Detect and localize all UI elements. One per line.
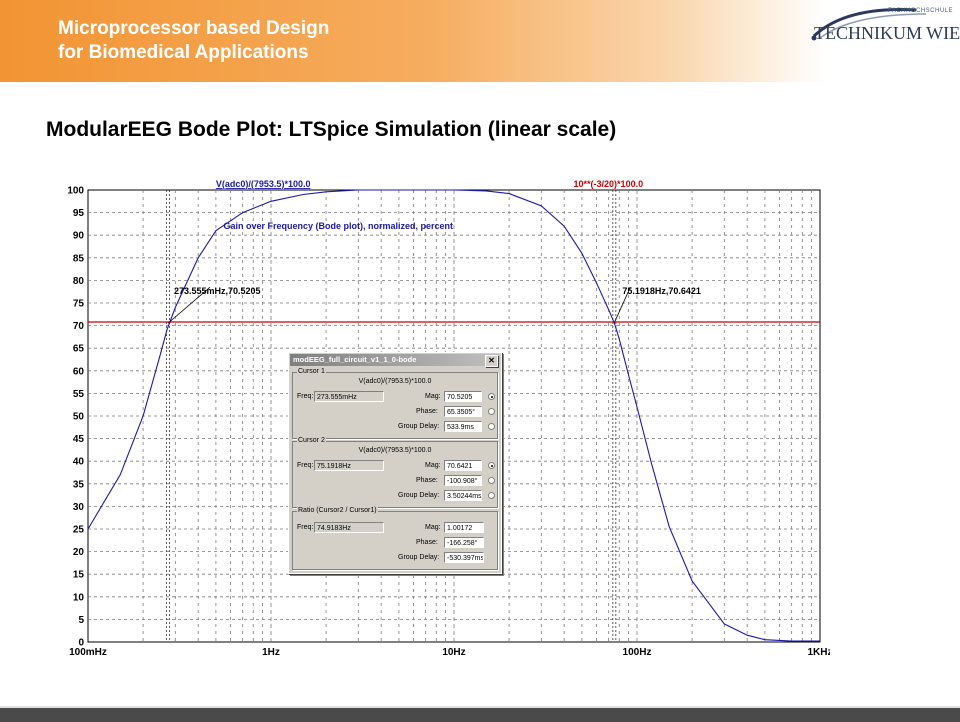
series-name-gain: V(adc0)/(7953.5)*100.0	[216, 179, 311, 189]
cursor1-gd-field[interactable]: 533.9ms	[444, 421, 482, 432]
cursor1-mag-field[interactable]: 70.5205	[444, 391, 482, 402]
cursor2-label: Cursor 2	[297, 437, 326, 444]
ratio-label: Ratio (Cursor2 / Cursor1)	[297, 507, 378, 514]
footer-bar	[0, 706, 960, 722]
y-tick-label: 95	[73, 208, 85, 219]
ratio-phase-field[interactable]: -166.258°	[444, 537, 484, 548]
x-tick-label: 10Hz	[442, 647, 465, 658]
y-tick-label: 30	[73, 502, 85, 513]
plot-annotation-title: Gain over Frequency (Bode plot), normali…	[223, 221, 453, 231]
ratio-mag-field[interactable]: 1.00172	[444, 522, 484, 533]
y-tick-label: 5	[78, 615, 84, 626]
cursor2-freq-label: Freq:	[297, 462, 314, 469]
cursor2-gd-label: Group Delay:	[398, 492, 440, 499]
dialog-titlebar[interactable]: modEEG_full_circuit_v1_1_0-bode ✕	[290, 354, 500, 367]
close-icon[interactable]: ✕	[485, 355, 498, 367]
cursor2-phase-radio[interactable]	[488, 477, 495, 484]
x-tick-label: 100mHz	[69, 647, 107, 658]
cursor1-freq-field[interactable]: 273.555mHz	[314, 391, 384, 402]
y-tick-label: 50	[73, 412, 85, 423]
cursor1-freq-label: Freq:	[297, 393, 314, 400]
y-tick-label: 80	[73, 276, 85, 287]
y-tick-label: 35	[73, 479, 85, 490]
cursor2-gd-radio[interactable]	[488, 492, 495, 499]
y-tick-label: 0	[78, 638, 84, 649]
y-tick-label: 15	[73, 570, 85, 581]
cursor1-annotation: 273.555mHz,70.5205	[174, 286, 261, 296]
y-tick-label: 60	[73, 366, 85, 377]
course-title: Microprocessor based Design for Biomedic…	[58, 17, 329, 65]
cursor2-expression: V(adc0)/(7953.5)*100.0	[358, 447, 432, 454]
cursor1-mag-radio[interactable]	[488, 393, 495, 400]
cursor2-mag-field[interactable]: 70.6421	[444, 460, 482, 471]
cursor1-gd-radio[interactable]	[488, 423, 495, 430]
ratio-freq-label: Freq:	[297, 524, 314, 531]
cursor1-gd-label: Group Delay:	[398, 423, 440, 430]
slide-title: ModularEEG Bode Plot: LTSpice Simulation…	[46, 118, 617, 141]
y-tick-label: 40	[73, 457, 85, 468]
cursor-dialog: modEEG_full_circuit_v1_1_0-bode ✕ Cursor…	[288, 352, 502, 574]
gain-curve	[87, 189, 820, 642]
course-title-line2: for Biomedical Applications	[58, 42, 309, 63]
ratio-freq-field[interactable]: 74.9183Hz	[314, 522, 384, 533]
course-title-line1: Microprocessor based Design	[58, 18, 330, 39]
y-tick-label: 100	[67, 186, 84, 197]
ratio-phase-label: Phase:	[416, 539, 438, 546]
ratio-gd-label: Group Delay:	[398, 554, 440, 561]
cursor2-leader	[613, 287, 631, 323]
dialog-title: modEEG_full_circuit_v1_1_0-bode	[293, 355, 417, 364]
logo-main-text: TECHNIKUM WIEN	[814, 23, 960, 43]
cursor1-leader	[167, 286, 211, 324]
cursor2-gd-field[interactable]: 3.50244ms	[444, 490, 482, 501]
cursor1-phase-label: Phase:	[416, 408, 438, 415]
x-tick-label: 100Hz	[623, 647, 652, 658]
x-tick-label: 1KHz	[807, 647, 830, 658]
cursor1-label: Cursor 1	[297, 368, 326, 375]
y-tick-label: 70	[73, 321, 85, 332]
y-tick-label: 45	[73, 434, 85, 445]
cursor1-phase-field[interactable]: 65.3505°	[444, 406, 482, 417]
y-tick-label: 75	[73, 299, 85, 310]
y-tick-label: 85	[73, 253, 85, 264]
y-tick-label: 90	[73, 231, 85, 242]
cursor2-group: Cursor 2 V(adc0)/(7953.5)*100.0 Freq: 75…	[292, 437, 498, 508]
cursor1-phase-radio[interactable]	[488, 408, 495, 415]
cursor2-mag-label: Mag:	[425, 462, 441, 469]
cursor2-mag-radio[interactable]	[488, 462, 495, 469]
ratio-group: Ratio (Cursor2 / Cursor1) Freq: 74.9183H…	[292, 507, 498, 570]
y-tick-label: 65	[73, 344, 85, 355]
y-tick-label: 25	[73, 525, 85, 536]
header-band: Microprocessor based Design for Biomedic…	[0, 0, 960, 82]
cursor2-freq-field[interactable]: 75.1918Hz	[314, 460, 384, 471]
cursor2-annotation: 75.1918Hz,70.6421	[622, 286, 701, 296]
ratio-gd-field[interactable]: -530.397ms	[444, 552, 484, 563]
logo-small-text: FACHHOCHSCHULE	[888, 8, 954, 14]
cursor1-expression: V(adc0)/(7953.5)*100.0	[358, 378, 432, 385]
y-tick-label: 20	[73, 547, 85, 558]
logo-swoosh-icon	[811, 8, 927, 41]
ratio-mag-label: Mag:	[425, 524, 441, 531]
y-tick-label: 10	[73, 592, 85, 603]
cursor1-group: Cursor 1 V(adc0)/(7953.5)*100.0 Freq: 27…	[292, 368, 498, 439]
cursor2-phase-label: Phase:	[416, 477, 438, 484]
y-tick-label: 55	[73, 389, 85, 400]
cursor1-mag-label: Mag:	[425, 393, 441, 400]
cursor2-phase-field[interactable]: -100.908°	[444, 475, 482, 486]
series-name-threshold: 10**(-3/20)*100.0	[574, 179, 644, 189]
x-tick-label: 1Hz	[262, 647, 280, 658]
